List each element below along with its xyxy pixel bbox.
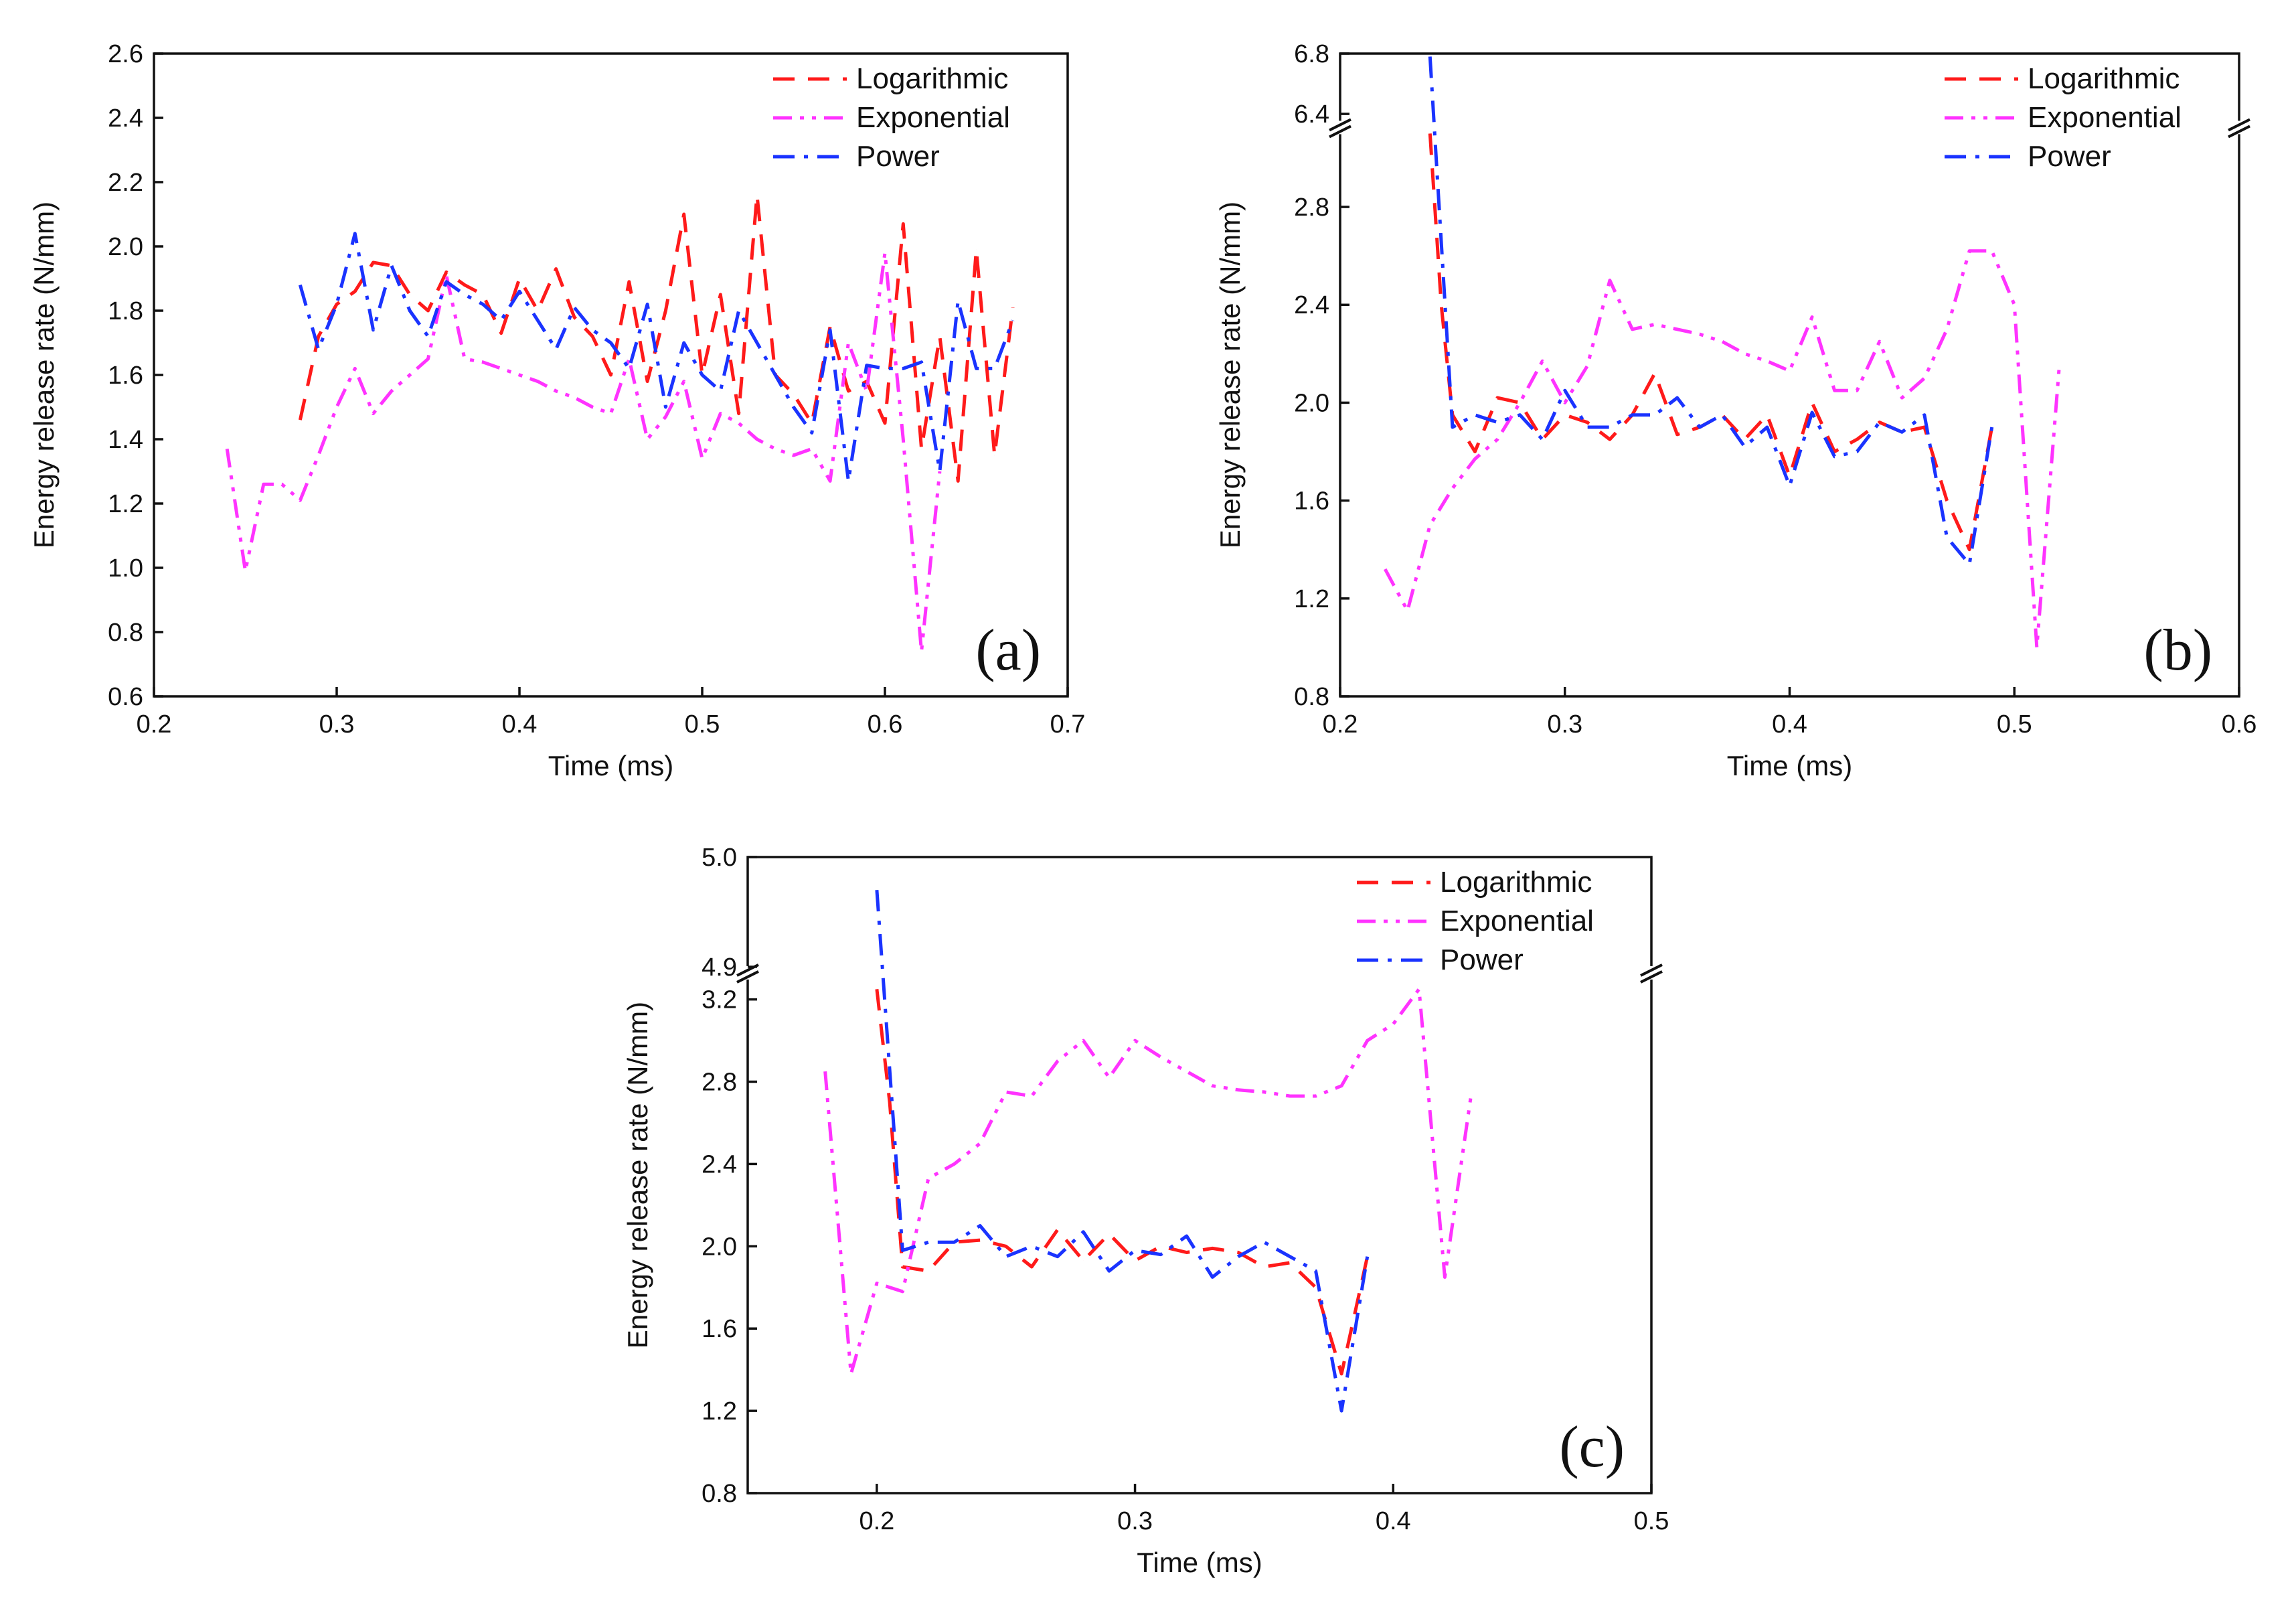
- y-tick-label: 2.2: [108, 169, 143, 197]
- series-line-exponential: [1383, 249, 2061, 649]
- series-line-power: [1428, 56, 1994, 566]
- y-tick-label: 5.0: [702, 844, 737, 872]
- y-tick-label: 3.2: [702, 986, 737, 1014]
- legend-label: Power: [856, 140, 940, 173]
- axis-break-mark: [1640, 970, 1663, 984]
- x-tick-label: 0.4: [1376, 1507, 1411, 1535]
- series-line-power: [875, 890, 1370, 1413]
- x-tick-label: 0.5: [685, 710, 720, 739]
- y-tick-label: 2.8: [702, 1069, 737, 1097]
- y-axis-title: Energy release rate (N/mm): [1214, 202, 1246, 548]
- y-tick-label: 2.4: [108, 104, 143, 133]
- x-tick-label: 0.2: [137, 710, 172, 739]
- y-tick-label: 0.6: [108, 683, 143, 711]
- y-tick-label: 1.2: [702, 1397, 737, 1426]
- series-layer: [823, 890, 1473, 1413]
- plot-frame: [746, 856, 1653, 1494]
- y-tick-label: 4.9: [702, 953, 737, 982]
- x-tick-label: 0.3: [1117, 1507, 1153, 1535]
- panel-label: (b): [2143, 618, 2212, 683]
- legend-label: Exponential: [2028, 101, 2182, 134]
- legend-label: Exponential: [1440, 905, 1594, 937]
- x-tick-label: 0.5: [1634, 1507, 1669, 1535]
- x-tick-label: 0.6: [2222, 710, 2257, 739]
- y-tick-label: 0.8: [108, 619, 143, 647]
- axis-break-mark: [1640, 964, 1663, 977]
- series-line-logarithmic: [1428, 133, 1994, 552]
- y-tick-label: 1.0: [108, 554, 143, 583]
- y-tick-label: 2.6: [108, 40, 143, 68]
- chart-panel-3: 0.2 0.3 0.4 0.5 0.8 1.2 1.6 2.0 2.4 2.8 3.2 4.9 5.0 T…: [622, 844, 1669, 1578]
- y-tick-label: 0.8: [702, 1480, 737, 1508]
- y-tick-label: 2.0: [108, 233, 143, 261]
- y-axis-title: Energy release rate (N/mm): [622, 1002, 653, 1349]
- y-tick-label: 2.8: [1294, 194, 1329, 222]
- axis-break-mark: [2228, 118, 2250, 132]
- series-line-exponential: [225, 251, 942, 654]
- x-tick-label: 0.7: [1050, 710, 1086, 739]
- legend-label: Power: [2028, 140, 2111, 173]
- series-line-power: [298, 232, 1015, 483]
- x-tick-label: 0.3: [1547, 710, 1582, 739]
- axis-break-mark: [2228, 125, 2250, 139]
- legend-label: Logarithmic: [856, 62, 1008, 95]
- x-axis-title: Time (ms): [1727, 750, 1852, 781]
- y-tick-label: 1.4: [108, 426, 143, 454]
- y-tick-label: 6.4: [1294, 100, 1329, 129]
- series-line-exponential: [823, 987, 1473, 1376]
- y-tick-label: 1.6: [108, 362, 143, 390]
- y-axis-title: Energy release rate (N/mm): [28, 202, 60, 548]
- y-tick-label: 1.6: [702, 1315, 737, 1343]
- x-tick-label: 0.5: [1997, 710, 2032, 739]
- legend-label: Logarithmic: [2028, 62, 2180, 95]
- chart-panel-2: 0.2 0.3 0.4 0.5 0.6 0.8 1.2 1.6 2.0 2.4 2.8 6.4 6.8 T…: [1214, 40, 2257, 781]
- y-tick-label: 1.6: [1294, 487, 1329, 516]
- chart-panel-1: 0.2 0.3 0.4 0.5 0.6 0.7 0.6 0.8 1.0 1.2 1.4 1.6 1.8 2…: [28, 40, 1085, 781]
- x-tick-label: 0.4: [1772, 710, 1807, 739]
- panel-label: (c): [1559, 1415, 1625, 1480]
- y-tick-label: 1.2: [1294, 585, 1329, 613]
- x-tick-label: 0.3: [319, 710, 355, 739]
- x-tick-label: 0.6: [868, 710, 903, 739]
- y-tick-label: 2.4: [1294, 291, 1329, 319]
- x-axis-title: Time (ms): [1137, 1547, 1262, 1578]
- y-tick-label: 2.4: [702, 1150, 737, 1178]
- series-line-logarithmic: [298, 193, 1015, 483]
- x-tick-label: 0.2: [1323, 710, 1358, 739]
- legend-label: Power: [1440, 943, 1524, 976]
- y-tick-label: 1.2: [108, 490, 143, 518]
- x-axis-title: Time (ms): [548, 750, 673, 781]
- axis-break-mark: [1329, 125, 1351, 139]
- axis-break-mark: [1329, 118, 1351, 132]
- series-layer: [1383, 56, 2061, 649]
- series-line-logarithmic: [875, 989, 1370, 1376]
- axis-break-mark: [736, 970, 759, 984]
- series-layer: [225, 193, 1015, 654]
- y-tick-label: 2.0: [702, 1233, 737, 1261]
- y-tick-label: 1.8: [108, 297, 143, 325]
- legend-label: Logarithmic: [1440, 866, 1592, 899]
- x-tick-label: 0.2: [859, 1507, 894, 1535]
- legend-label: Exponential: [856, 101, 1010, 134]
- y-tick-label: 2.0: [1294, 389, 1329, 417]
- panel-label: (a): [975, 618, 1041, 683]
- x-tick-label: 0.4: [502, 710, 538, 739]
- y-tick-label: 6.8: [1294, 40, 1329, 68]
- y-tick-label: 0.8: [1294, 683, 1329, 711]
